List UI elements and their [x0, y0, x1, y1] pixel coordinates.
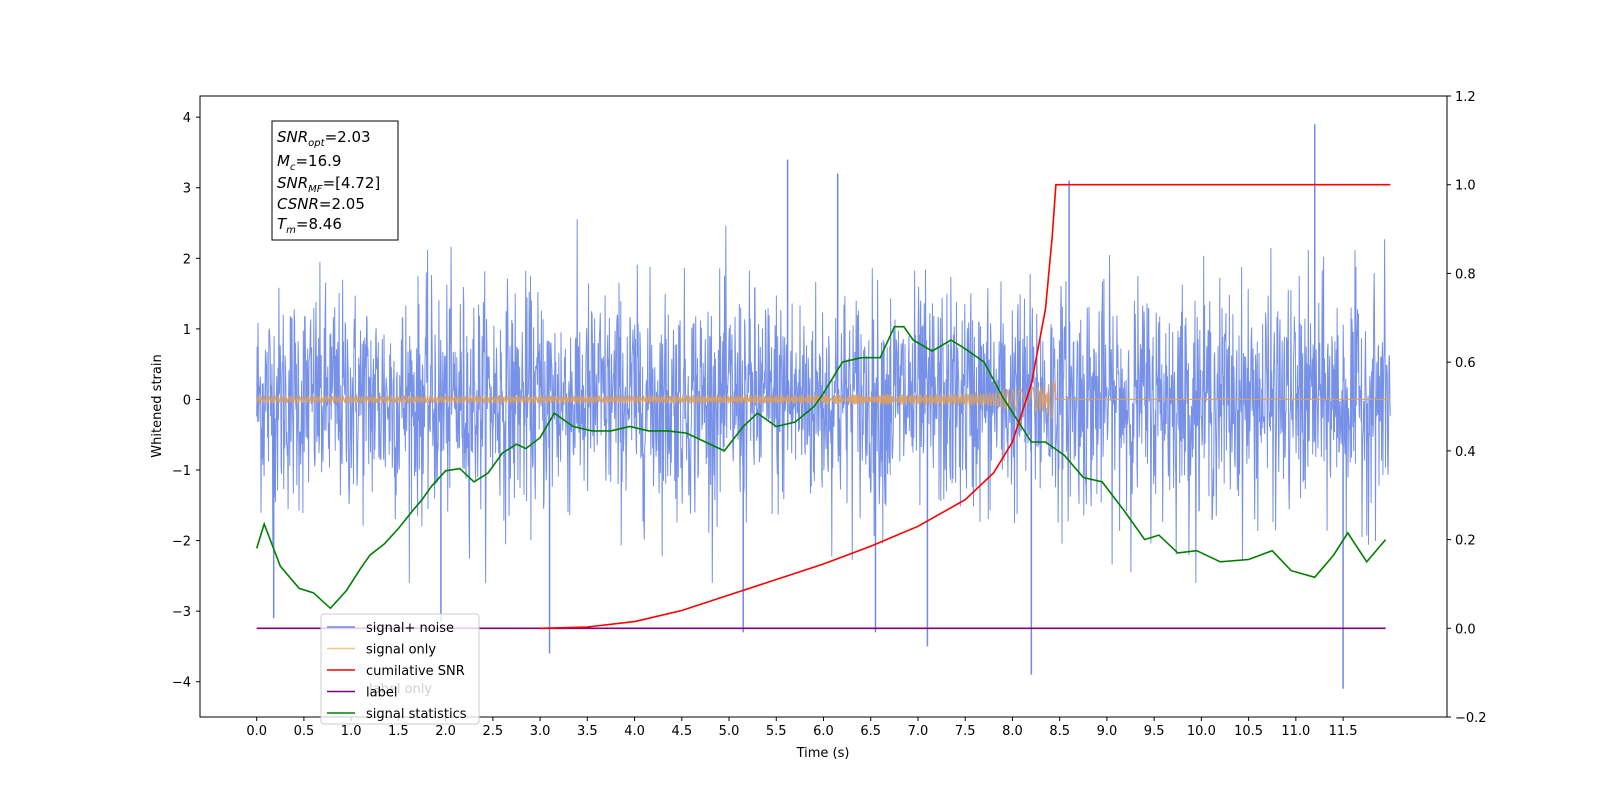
- y2-tick-label: 0.8: [1455, 267, 1476, 282]
- x-tick-label: 8.0: [1002, 724, 1023, 739]
- y-tick-label: 4: [183, 111, 191, 126]
- series-cumulative-snr: [540, 183, 1391, 630]
- x-tick-label: 5.5: [766, 724, 787, 739]
- x-tick-label: 9.0: [1097, 724, 1118, 739]
- x-tick-label: 10.5: [1234, 724, 1263, 739]
- x-tick-label: 1.5: [388, 724, 409, 739]
- y-tick-label: 2: [183, 252, 191, 267]
- annotation-snr-mf: SNRMF=[4.72]: [277, 174, 380, 195]
- x-tick-label: 2.0: [435, 724, 456, 739]
- y-axis-label: Whitened strain: [150, 354, 165, 457]
- y2-tick-label: 1.2: [1455, 90, 1476, 105]
- y-tick-label: −3: [172, 605, 191, 620]
- x-tick-label: 6.0: [813, 724, 834, 739]
- x-tick-label: 3.0: [530, 724, 551, 739]
- y-tick-label: −4: [172, 676, 191, 691]
- series-signal-statistics: [255, 325, 1387, 610]
- x-tick-label: 1.0: [341, 724, 362, 739]
- annotation-snr-opt: SNRopt=2.03: [277, 128, 371, 149]
- x-tick-label: 11.5: [1329, 724, 1358, 739]
- legend-label: signal statistics: [366, 707, 467, 722]
- y-axis-ticks: 4 3 2 1 0 −1 −2 −3 −4: [172, 111, 200, 691]
- annotation-mc: Mc=16.9: [277, 152, 341, 173]
- y2-tick-label: 0.2: [1455, 534, 1476, 549]
- x-tick-label: 0.5: [294, 724, 315, 739]
- legend-frame: [320, 613, 480, 725]
- legend-label: cumilative SNR: [366, 664, 465, 679]
- series-signal-noise: [256, 219, 1391, 583]
- x-axis-ticks: 0.0 0.5 1.0 1.5 2.0 2.5 3.0 3.5 4.0 4.5 5.0 5.5 6.0 6…: [246, 717, 1358, 739]
- legend-label: signal+ noise: [366, 621, 454, 636]
- legend-entries: signal+ noise signal only cumilative SNR la…: [327, 621, 467, 722]
- x-tick-label: 7.0: [908, 724, 929, 739]
- legend-ghost-text: label only: [369, 682, 432, 697]
- x-tick-label: 10.0: [1187, 724, 1216, 739]
- legend-label: label: [366, 686, 397, 701]
- y-tick-label: −1: [172, 464, 191, 479]
- x-tick-label: 5.0: [719, 724, 740, 739]
- x-tick-label: 4.5: [671, 724, 692, 739]
- y2-tick-label: −0.2: [1455, 711, 1487, 726]
- x-tick-label: 4.0: [624, 724, 645, 739]
- y2-tick-label: 1.0: [1455, 179, 1476, 194]
- annotation-tm: Tm=8.46: [277, 215, 342, 236]
- x-tick-label: 11.0: [1281, 724, 1310, 739]
- y-tick-label: 0: [183, 393, 191, 408]
- legend-label: signal only: [366, 643, 436, 658]
- y2-axis-ticks: 1.2 1.0 0.8 0.6 0.4 0.2 0.0 −0.2: [1447, 90, 1487, 726]
- x-tick-label: 2.5: [483, 724, 504, 739]
- plot-area: [255, 124, 1391, 689]
- y2-tick-label: 0.6: [1455, 356, 1476, 371]
- x-tick-label: 6.5: [860, 724, 881, 739]
- y2-tick-label: 0.4: [1455, 445, 1476, 460]
- annotation-csnr: CSNR=2.05: [277, 195, 365, 213]
- series-signal-only: [256, 380, 1391, 421]
- legend: label only signal+ noise signal only cumil…: [320, 613, 480, 725]
- annotation-frame: [271, 120, 399, 241]
- y2-tick-label: 0.0: [1455, 622, 1476, 637]
- y-tick-label: 3: [183, 182, 191, 197]
- x-tick-label: 8.5: [1049, 724, 1070, 739]
- stats-annotation-box: SNRopt=2.03 Mc=16.9 SNRMF=[4.72] CSNR=2.…: [271, 120, 399, 241]
- x-tick-label: 0.0: [246, 724, 267, 739]
- x-tick-label: 9.5: [1144, 724, 1165, 739]
- x-tick-label: 3.5: [577, 724, 598, 739]
- y-tick-label: 1: [183, 323, 191, 338]
- x-axis-label: Time (s): [796, 746, 850, 761]
- x-tick-label: 7.5: [955, 724, 976, 739]
- y-tick-label: −2: [172, 535, 191, 550]
